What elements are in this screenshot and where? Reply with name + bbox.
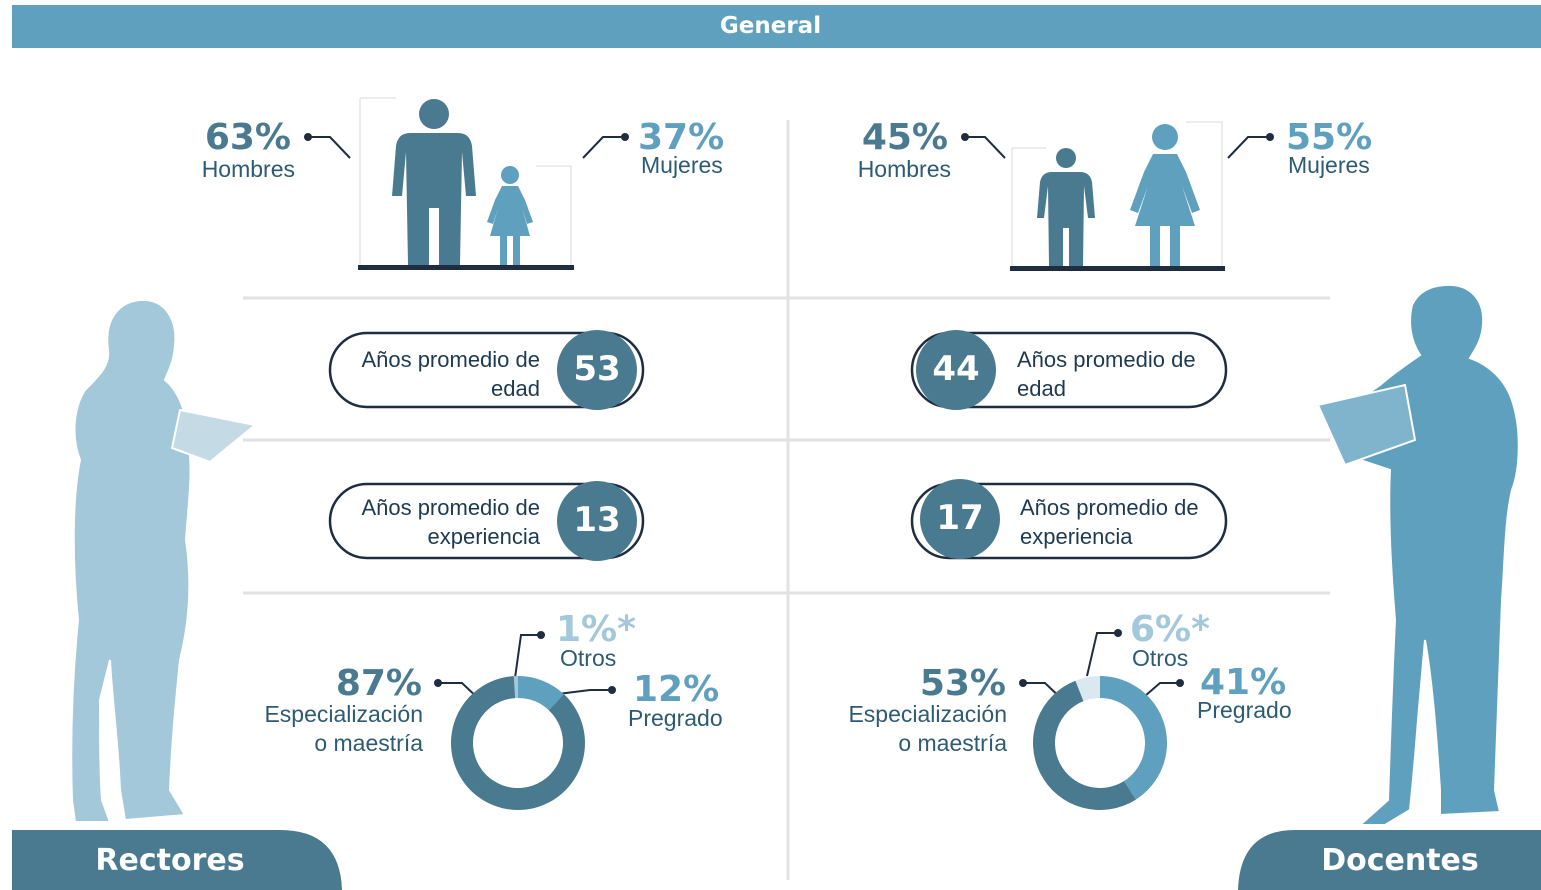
pill-label: Años promedio de edad — [1017, 347, 1196, 401]
percent: 37% — [638, 117, 725, 158]
man-silhouette — [1328, 283, 1520, 826]
dividers — [243, 120, 1330, 880]
pill-label: Años promedio de edad — [361, 347, 540, 401]
pill-number: 53 — [573, 349, 621, 389]
value-label: 1%* — [556, 609, 636, 650]
percent: 63% — [204, 117, 291, 158]
category-label: Otros — [1132, 645, 1189, 671]
value-label: 41% — [1200, 662, 1287, 703]
label: Mujeres — [1288, 152, 1370, 178]
woman-silhouette — [70, 298, 253, 823]
tab-title: Rectores — [95, 843, 245, 878]
category-label: Pregrado — [1197, 697, 1292, 723]
percent: 45% — [861, 117, 948, 158]
value-label: 12% — [633, 669, 720, 710]
label: Hombres — [201, 156, 295, 182]
tab — [1238, 830, 1541, 890]
pill-label: Años promedio de experiencia — [361, 495, 540, 549]
donut-segment — [1075, 676, 1100, 702]
header-bar — [12, 5, 1541, 48]
tab — [12, 830, 342, 890]
donut-segment — [450, 676, 585, 810]
pill-number: 44 — [932, 349, 980, 389]
donut-segment — [513, 676, 518, 699]
category-label: Otros — [560, 645, 617, 671]
percent: 55% — [1286, 117, 1373, 158]
category-label: Pregrado — [628, 705, 723, 731]
donut-segment — [518, 676, 564, 711]
category-label: Especialización o maestría — [264, 701, 423, 756]
book — [1316, 383, 1417, 467]
label: Mujeres — [641, 152, 723, 178]
pills — [328, 330, 1228, 561]
pill-number: 13 — [573, 500, 621, 540]
category-label: Especialización o maestría — [848, 701, 1007, 756]
donut-segment — [1100, 676, 1167, 800]
header-title: General — [719, 13, 822, 39]
tab-title: Docentes — [1321, 843, 1479, 878]
label: Hombres — [857, 156, 951, 182]
book — [170, 408, 258, 464]
value-label: 87% — [335, 663, 422, 704]
leader-lines — [308, 136, 1270, 703]
pill-label: Años promedio de experiencia — [1020, 495, 1199, 549]
pill-number: 17 — [936, 498, 984, 538]
value-label: 6%* — [1130, 609, 1210, 650]
donut-segment — [1033, 680, 1136, 810]
gender-figures — [358, 97, 1225, 271]
leader-dots — [304, 133, 1274, 694]
value-label: 53% — [919, 663, 1006, 704]
